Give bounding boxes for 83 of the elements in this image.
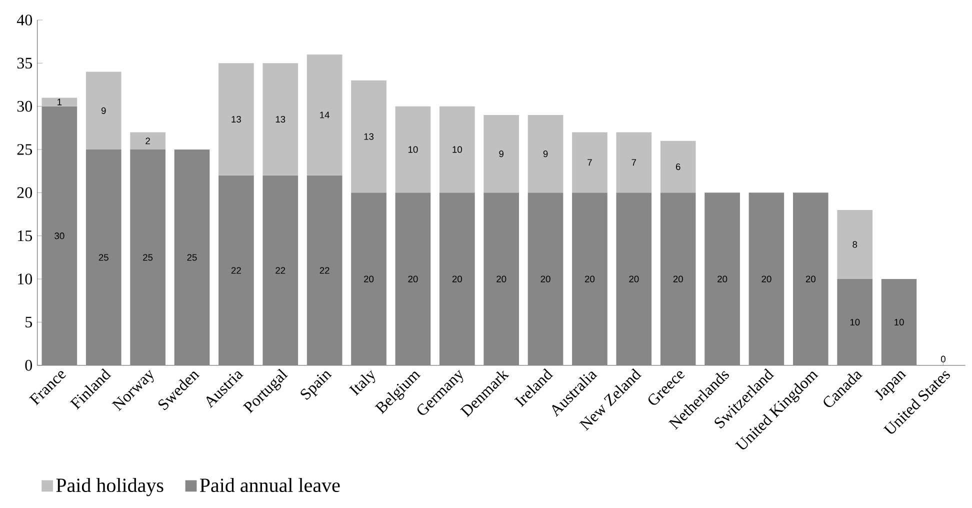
- bar: [881, 279, 917, 366]
- data-label: 22: [320, 267, 330, 274]
- y-tick-label: 0: [25, 360, 32, 371]
- bar: [616, 192, 652, 366]
- bar: [130, 132, 166, 150]
- data-label: 2: [146, 138, 150, 144]
- data-label: 20: [806, 276, 816, 282]
- data-label: 20: [629, 276, 639, 282]
- bar: [262, 63, 298, 176]
- bar: [86, 150, 122, 366]
- bar: [439, 192, 475, 366]
- y-tick-label: 10: [18, 274, 32, 284]
- data-label: 14: [320, 112, 330, 118]
- x-tick-label: Italy: [348, 370, 376, 396]
- data-label: 25: [187, 254, 197, 261]
- bar: [395, 192, 431, 366]
- bar: [306, 54, 342, 176]
- bar: [748, 192, 784, 366]
- bar: [484, 192, 520, 366]
- data-label: 0: [941, 356, 946, 362]
- bar: [42, 98, 78, 106]
- data-label: 9: [101, 107, 106, 114]
- bar: [174, 150, 210, 366]
- bar: [704, 192, 740, 366]
- bar: [42, 106, 78, 366]
- bar: [837, 279, 873, 366]
- bar: [262, 175, 298, 366]
- data-label: 25: [143, 254, 153, 261]
- data-label: 20: [718, 276, 728, 282]
- bar: [528, 192, 564, 366]
- data-label: 13: [232, 116, 241, 123]
- bar: [616, 132, 652, 193]
- bar: [351, 192, 386, 366]
- data-label: 10: [408, 146, 418, 153]
- y-tick-label: 40: [16, 14, 32, 26]
- data-label: 9: [499, 150, 504, 158]
- y-tick-label: 20: [17, 187, 32, 198]
- bar: [130, 150, 166, 366]
- data-label: 10: [894, 318, 904, 326]
- data-label: 22: [231, 267, 241, 274]
- data-label: 9: [543, 150, 548, 158]
- bar: [218, 175, 254, 366]
- bar: [660, 192, 696, 366]
- data-label: 20: [673, 276, 683, 282]
- data-label: 7: [588, 159, 592, 166]
- bar: [837, 210, 873, 280]
- bar: [86, 72, 122, 150]
- data-label: 20: [452, 276, 462, 282]
- data-label: 25: [98, 254, 108, 261]
- y-tick-label: 5: [26, 316, 32, 328]
- data-label: 20: [496, 276, 506, 282]
- bar: [484, 114, 520, 193]
- data-label: 7: [632, 159, 636, 166]
- bar: [660, 140, 696, 193]
- data-label: 20: [540, 276, 550, 282]
- data-label: 10: [850, 318, 860, 326]
- data-label: 20: [364, 276, 374, 282]
- bar: [439, 106, 475, 193]
- bar: [395, 106, 431, 193]
- data-label: 8: [852, 241, 858, 248]
- legend-label: Paid annual leave: [200, 478, 340, 492]
- bar: [792, 192, 828, 366]
- data-label: 22: [276, 267, 286, 274]
- data-label: 13: [364, 133, 374, 140]
- data-label: 30: [54, 232, 64, 240]
- y-tick-label: 30: [17, 100, 32, 112]
- bar: [572, 132, 608, 193]
- bar: [218, 63, 254, 176]
- y-tick-label: 25: [17, 144, 32, 155]
- data-label: 1: [58, 98, 62, 106]
- data-label: 20: [584, 276, 595, 282]
- bar: [572, 192, 608, 366]
- y-tick-label: 35: [17, 58, 32, 69]
- data-label: 6: [676, 163, 680, 170]
- data-label: 10: [452, 146, 462, 153]
- data-label: 20: [762, 276, 772, 282]
- bar: [306, 175, 342, 366]
- y-tick-label: 15: [18, 230, 32, 242]
- data-label: 13: [276, 116, 286, 123]
- legend-label: Paid holidays: [56, 478, 164, 496]
- data-label: 20: [408, 276, 418, 282]
- bar: [351, 80, 386, 193]
- bar: [528, 114, 564, 193]
